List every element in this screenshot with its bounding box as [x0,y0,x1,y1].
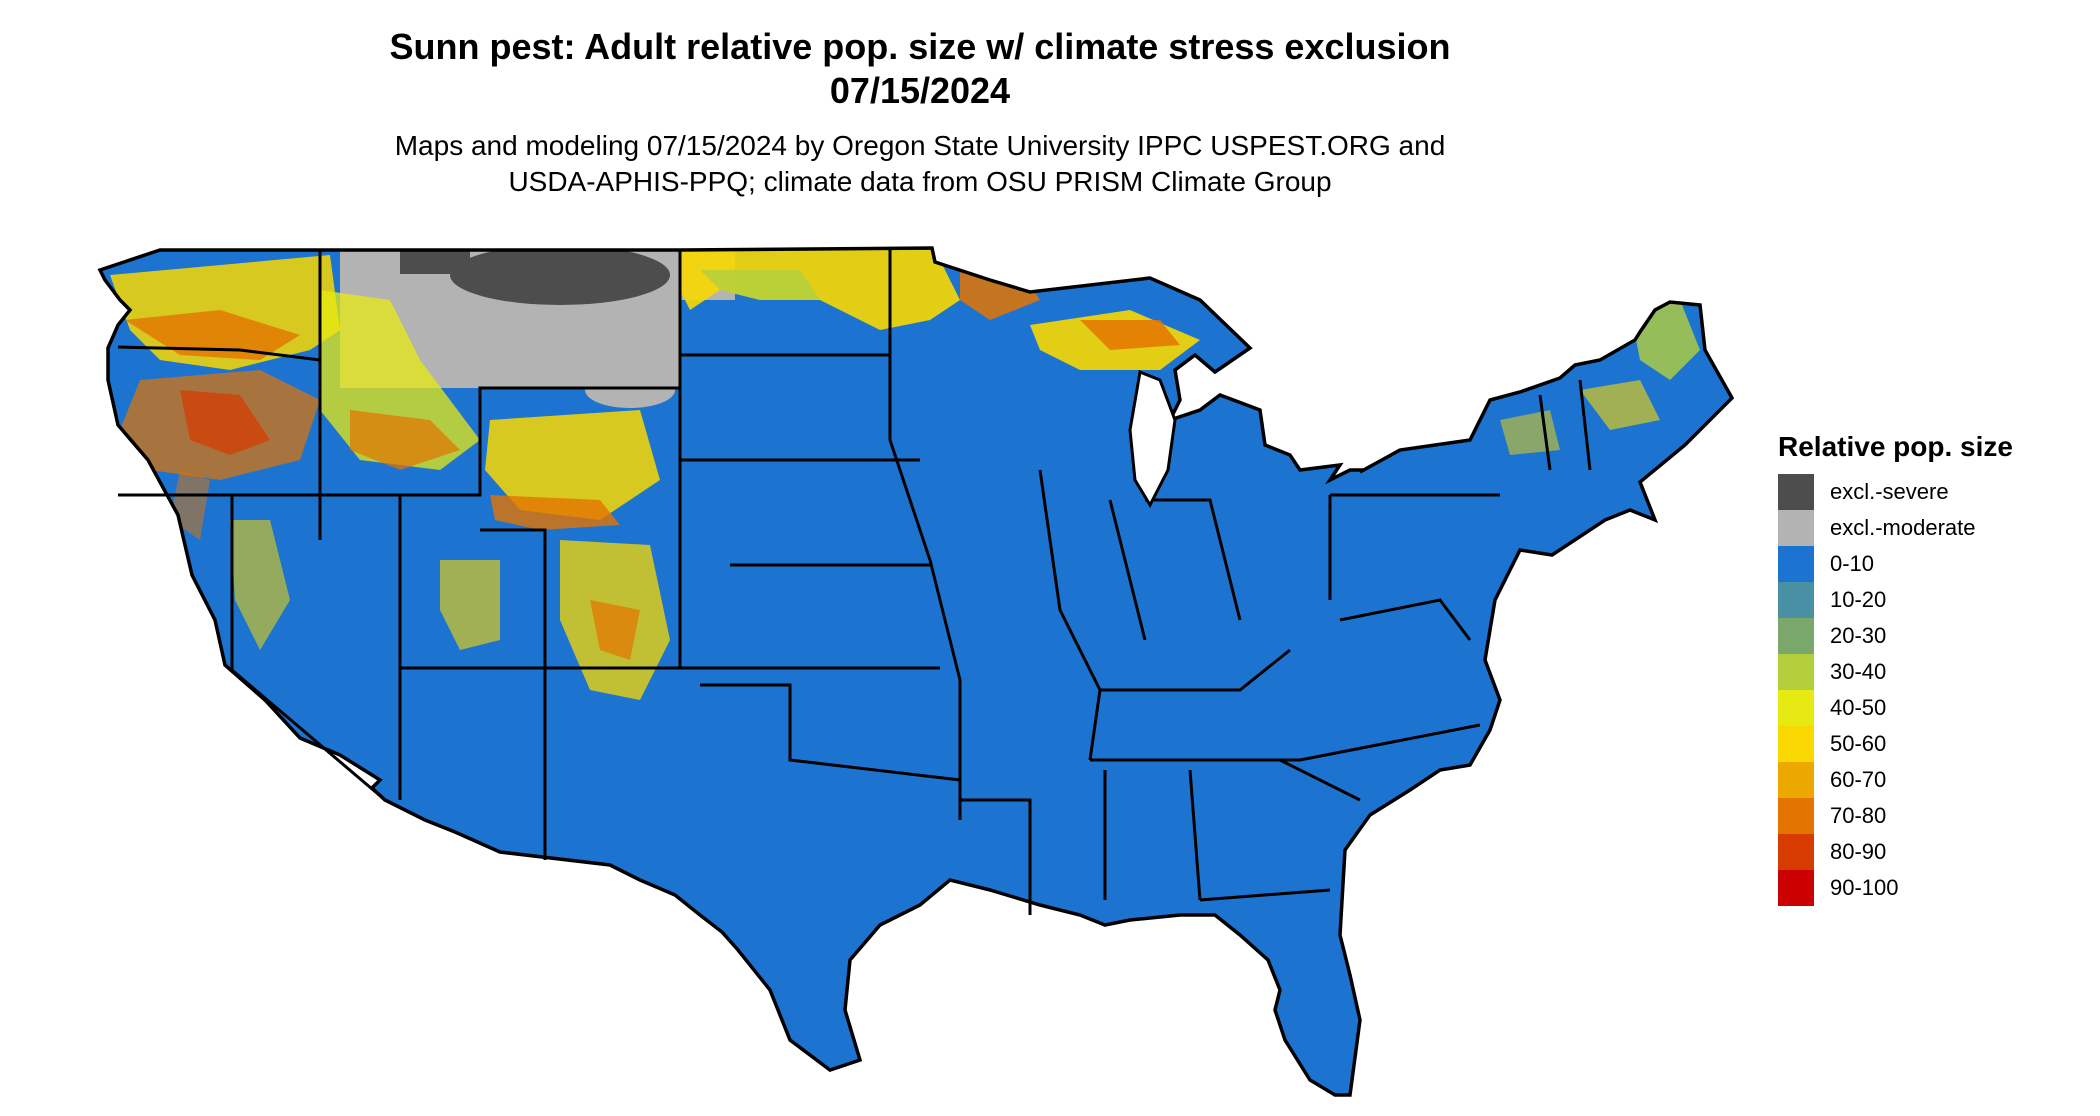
lake-michigan [1128,369,1177,509]
vermont-yellow [1580,380,1660,430]
legend-item: 50-60 [1778,726,2013,762]
border-ar-la-ms [960,798,1032,915]
legend-swatch [1778,762,1814,798]
border-ga-fl [1199,888,1331,902]
legend-item: 0-10 [1778,546,2013,582]
legend-item: 70-80 [1778,798,2013,834]
legend-swatch [1778,870,1814,906]
legend-label: 70-80 [1830,803,1887,828]
legend-item: 20-30 [1778,618,2013,654]
upper-michigan-orange [1080,320,1180,350]
legend-swatch [1778,690,1814,726]
legend-label: 10-20 [1830,587,1887,612]
legend-label: 40-50 [1830,695,1887,720]
border-nh-vt [1578,379,1592,471]
border-il-in [1108,499,1147,641]
legend-swatch [1778,618,1814,654]
legend-label: 30-40 [1830,659,1887,684]
legend-label: 50-60 [1830,731,1887,756]
legend-item: 10-20 [1778,582,2013,618]
wyoming-orange [490,495,620,530]
excl-severe-area-montana-west [400,248,470,274]
border-tn-nc [1090,723,1481,762]
legend-swatch [1778,510,1814,546]
border-ky-tn [1100,648,1291,692]
border-wa-or [117,345,321,362]
excl-moderate-area-wyoming [585,372,675,408]
legend-swatch [1778,474,1814,510]
legend-item: 60-70 [1778,762,2013,798]
legend-swatch [1778,546,1814,582]
legend-item: excl.-moderate [1778,510,2013,546]
map-title: Sunn pest: Adult relative pop. size w/ c… [389,26,1451,67]
legend-label: excl.-moderate [1830,515,1976,540]
state-borders [117,250,1592,915]
legend-item: 80-90 [1778,834,2013,870]
border-mn-ia-mo-ar [888,250,962,820]
excl-severe-area-montana [450,248,670,305]
colorado-orange [590,600,640,660]
legend-items: excl.-severe excl.-moderate 0-10 10-20 20-30… [1778,474,2013,906]
credits-line-1: Maps and modeling 07/15/2024 by Oregon S… [394,130,1446,161]
border-in-oh [1145,498,1242,621]
legend-swatch [1778,654,1814,690]
border-al-ga [1188,769,1202,901]
legend-title: Relative pop. size [1778,431,2013,462]
legend-swatch [1778,726,1814,762]
credits-line-2: USDA-APHIS-PPQ; climate data from OSU PR… [508,166,1332,197]
legend-label: 20-30 [1830,623,1887,648]
legend-label: 80-90 [1830,839,1887,864]
utah-yellow [440,560,500,650]
legend: Relative pop. size excl.-severe excl.-mod… [1778,430,2013,906]
oregon-red [180,390,270,455]
legend-swatch [1778,834,1814,870]
legend-swatch [1778,582,1814,618]
border-wy-co [480,528,547,668]
minnesota-green [700,270,820,300]
border-wv-va [1339,598,1472,641]
legend-label: 60-70 [1830,767,1887,792]
map-date: 07/15/2024 [829,70,1011,111]
wyoming-yellow [485,410,660,520]
border-wi-il [1038,469,1102,761]
legend-item: 40-50 [1778,690,2013,726]
sierra-yellow [230,520,290,650]
border-vt-ny [1538,394,1552,471]
legend-label: excl.-severe [1830,479,1949,504]
legend-label: 0-10 [1830,551,1875,576]
legend-item: 90-100 [1778,870,2013,906]
border-ok-tx [700,683,961,782]
legend-item: 30-40 [1778,654,2013,690]
idaho-orange [350,410,460,470]
legend-item: excl.-severe [1778,474,2013,510]
border-ut-wy-mt [400,386,680,497]
legend-label: 90-100 [1830,875,1899,900]
border-ga-sc [1279,758,1361,802]
legend-swatch [1778,798,1814,834]
